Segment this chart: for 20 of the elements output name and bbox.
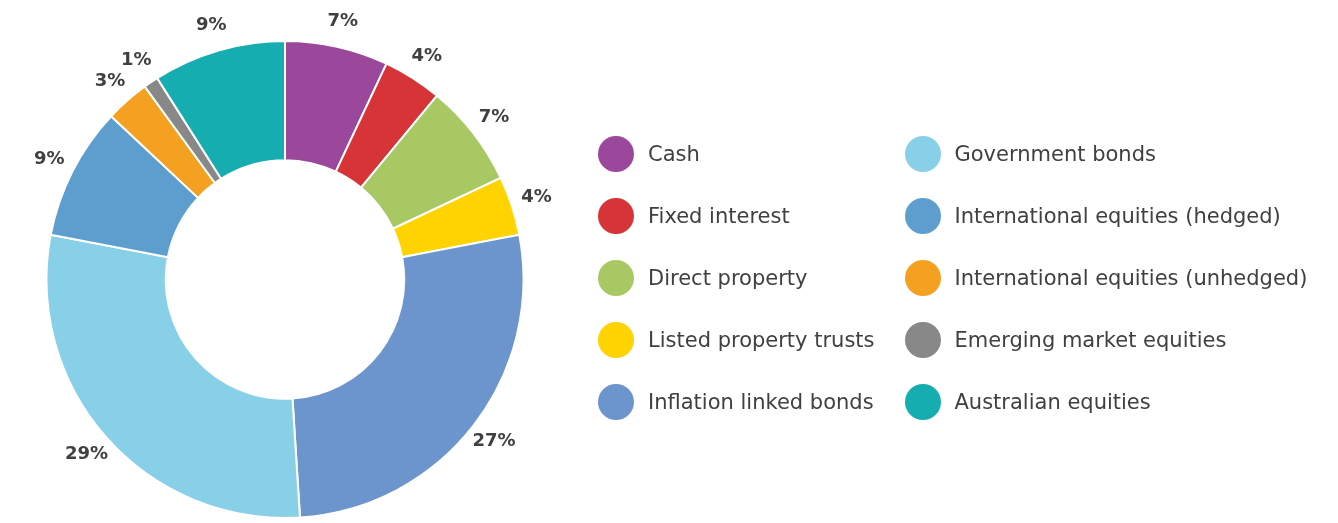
data-label: 4% [411,43,443,65]
legend-label: Inflation linked bonds [648,390,874,414]
legend-label: International equities (unhedged) [954,266,1308,290]
data-label: 7% [478,105,510,127]
data-label: 7% [327,9,358,31]
data-label: 27% [472,429,516,451]
legend-label: Listed property trusts [648,328,875,352]
data-label: 9% [34,147,65,169]
data-label: 9% [195,13,227,35]
legend-label: Emerging market equities [954,328,1227,352]
legend-label: Cash [648,142,700,166]
data-label: 3% [94,68,126,90]
data-label: 1% [121,48,152,70]
data-label: 29% [65,442,109,464]
legend-label: International equities (hedged) [954,204,1281,228]
legend-label: Australian equities [954,390,1151,414]
legend-label: Direct property [648,266,808,290]
legend-label: Government bonds [954,142,1156,166]
data-label: 4% [521,185,552,207]
legend-label: Fixed interest [648,204,790,228]
